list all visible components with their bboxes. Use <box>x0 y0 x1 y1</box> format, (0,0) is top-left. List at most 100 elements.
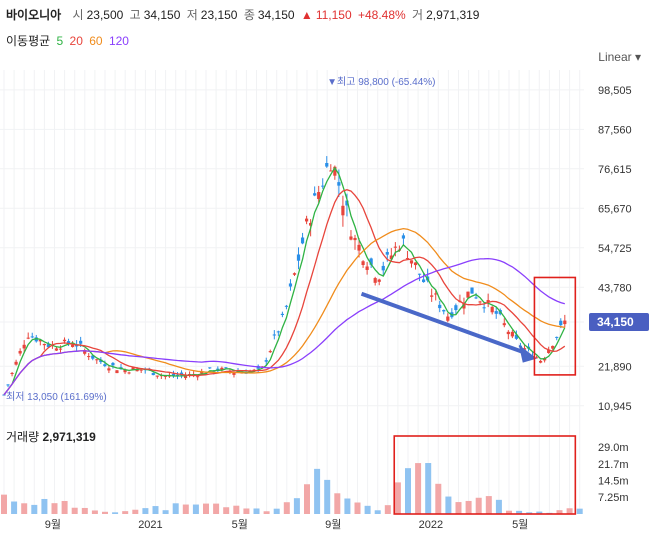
volume-bar <box>283 502 290 514</box>
volume-bar <box>1 494 7 514</box>
candle-body <box>313 193 317 196</box>
candle-body <box>385 252 389 255</box>
candles <box>2 156 567 396</box>
scale-mode-label: Linear <box>598 50 632 64</box>
volume-bar <box>233 505 240 514</box>
volume-bar <box>556 510 563 514</box>
candle-body <box>54 348 59 351</box>
candle-body <box>107 368 111 371</box>
volume-bar <box>91 510 98 514</box>
candle-body <box>183 375 188 379</box>
volume-bar <box>384 505 391 514</box>
volume-bar <box>243 508 250 514</box>
candle-body <box>563 320 567 325</box>
candle-body <box>58 348 63 350</box>
candle-body <box>401 235 406 239</box>
volume-bar <box>334 493 341 514</box>
volume-panel-value: 2,971,319 <box>39 430 96 444</box>
high-annotation: ▼최고 98,800 (-65.44%) <box>327 76 435 88</box>
high-value: 34,150 <box>143 8 181 22</box>
candle-body <box>280 313 284 315</box>
volume-bar <box>445 496 452 514</box>
candle-body <box>70 344 75 347</box>
volume-bar <box>475 497 482 514</box>
volume-bar <box>405 468 411 514</box>
candle-body <box>438 304 442 309</box>
candle-body <box>46 344 50 348</box>
moving-average-legend[interactable]: 이동평균 5 20 60 120 <box>6 32 132 49</box>
low-annotation: 최저 13,050 (161.69%) <box>6 391 107 403</box>
candle-body <box>551 345 555 349</box>
change-percent: +48.48% <box>357 8 406 22</box>
price-tick-label: 10,945 <box>598 401 632 413</box>
candle-body <box>288 283 293 287</box>
volume-bar <box>203 503 209 514</box>
candle-body <box>482 307 486 309</box>
scale-mode-dropdown[interactable]: Linear ▾ <box>598 50 641 64</box>
volume-bar <box>21 503 28 514</box>
volume-bar <box>344 498 351 514</box>
ma-legend-label: 이동평균 <box>6 34 51 48</box>
volume-bar <box>192 504 199 514</box>
volume-bar <box>253 508 260 514</box>
candle-body <box>232 372 236 375</box>
candle-body <box>373 278 377 283</box>
x-axis-tick-label: 9월 <box>45 518 61 531</box>
candle-body <box>115 370 119 374</box>
candle-body <box>389 255 393 260</box>
volume-tick-label: 7.25m <box>598 492 629 504</box>
volume-value: 2,971,319 <box>426 8 480 22</box>
last-price-label: 34,150 <box>597 315 634 329</box>
candle-body <box>111 362 115 366</box>
candle-body <box>264 360 268 362</box>
candle-body <box>6 384 10 386</box>
candle-body <box>349 236 353 240</box>
x-axis-tick-label: 5월 <box>512 518 528 531</box>
candle-body <box>131 367 135 370</box>
candle-body <box>296 254 301 261</box>
volume-bar <box>364 505 371 514</box>
candle-body <box>87 356 91 358</box>
candle-body <box>26 337 30 339</box>
candle-body <box>30 336 34 338</box>
candle-body <box>434 293 438 295</box>
candle-body <box>79 340 83 344</box>
volume-bar <box>455 502 462 514</box>
candle-body <box>18 350 22 354</box>
candle-body <box>123 369 127 373</box>
price-tick-label: 21,890 <box>598 361 632 373</box>
candle-body <box>333 166 337 176</box>
high-label: 고 <box>129 8 141 22</box>
trend-arrow <box>360 291 526 355</box>
open-label: 시 <box>72 8 84 22</box>
candle-body <box>329 170 333 172</box>
candle-body <box>62 339 67 342</box>
volume-tick-label: 21.7m <box>598 459 629 471</box>
candle-body <box>421 279 426 283</box>
volume-bar <box>566 508 573 514</box>
candle-body <box>506 331 510 335</box>
candle-body <box>502 323 506 326</box>
open-value: 23,500 <box>86 8 124 22</box>
price-tick-label: 54,725 <box>598 243 632 255</box>
candle-body <box>83 350 87 354</box>
candle-body <box>369 258 373 265</box>
volume-tick-label: 14.5m <box>598 475 629 487</box>
candle-body <box>539 360 543 363</box>
x-axis-tick-label: 2021 <box>138 519 162 531</box>
candle-body <box>321 185 325 187</box>
candle-body <box>341 205 345 216</box>
volume-bar <box>293 498 300 514</box>
candle-body <box>91 355 95 359</box>
candle-body <box>38 339 42 342</box>
volume-bar <box>102 511 108 514</box>
volume-bar <box>415 463 422 514</box>
candle-body <box>325 163 329 167</box>
candle-body <box>510 331 514 337</box>
price-tick-label: 76,615 <box>598 164 632 176</box>
volume-bar <box>314 468 321 514</box>
volume-highlight-box <box>393 435 577 515</box>
volume-bar <box>324 479 331 514</box>
candle-body <box>22 344 26 349</box>
